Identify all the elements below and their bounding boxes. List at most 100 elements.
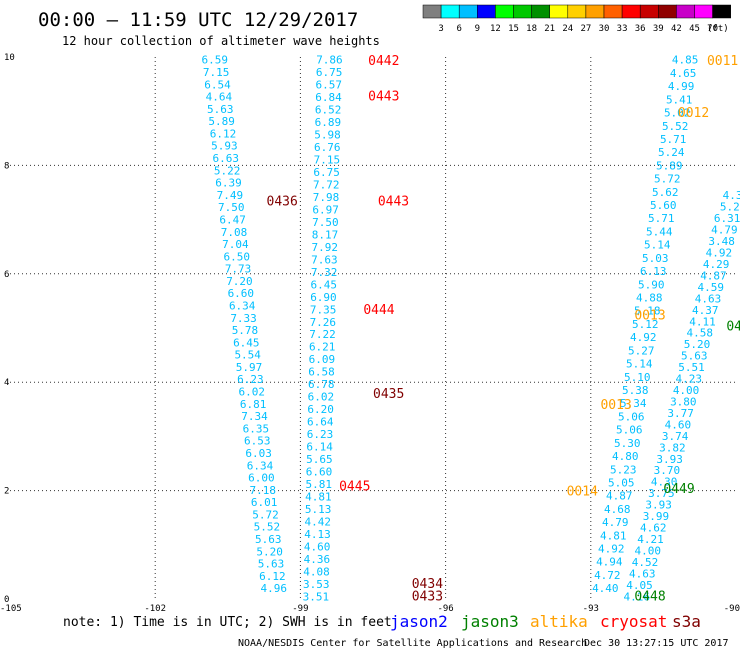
wave-height-value: 7.15: [314, 154, 341, 167]
wave-height-value: 5.27: [628, 344, 655, 357]
wave-height-value: 3.99: [643, 510, 670, 523]
wave-height-value: 3.74: [662, 430, 689, 443]
colorbar-label: 42: [671, 24, 682, 34]
colorbar-label: 30: [599, 24, 610, 34]
wave-height-value: 6.60: [228, 287, 255, 300]
y-axis-ticks: 0 2 4 6 8 10: [4, 53, 15, 605]
wave-height-value: 4.99: [668, 80, 695, 93]
wave-height-value: 4.65: [670, 67, 697, 80]
y-tick-label: 8: [4, 161, 9, 171]
wave-height-value: 6.78: [308, 378, 335, 391]
colorbar-label: 24: [562, 24, 573, 34]
x-tick-label: -96: [437, 604, 453, 614]
pass-time-label: 04: [726, 319, 740, 334]
wave-height-value: 6.50: [223, 250, 250, 263]
wave-height-value: 5.60: [650, 199, 677, 212]
wave-height-value: 5.14: [626, 358, 653, 371]
colorbar-swatch: [531, 4, 550, 19]
wave-height-value: 7.18: [250, 484, 277, 497]
wave-height-value: 8.17: [312, 228, 339, 241]
wave-height-value: 5.13: [305, 503, 332, 516]
x-tick-label: -105: [0, 604, 22, 614]
wave-height-value: 6.20: [307, 403, 334, 416]
wave-height-value: 7.50: [312, 216, 339, 229]
colorbar-swatch: [513, 4, 532, 19]
satellite-legend: jason2 jason3 altika cryosat s3a: [390, 612, 701, 631]
wave-height-value: 5.44: [646, 225, 673, 238]
pass-time-label: 0433: [412, 589, 443, 604]
wave-height-value: 4.92: [706, 247, 733, 260]
wave-height-value: 3.48: [708, 235, 735, 248]
wave-height-value: 7.92: [311, 241, 338, 254]
wave-height-value: 4.13: [304, 528, 331, 541]
y-tick-label: 4: [4, 378, 9, 388]
wave-height-value: 5.63: [255, 533, 282, 546]
wave-height-value: 4.63: [629, 567, 656, 580]
wave-height-value: 5.2: [720, 201, 740, 214]
wave-height-value: 6.39: [215, 177, 242, 190]
colorbar-label: 18: [526, 24, 537, 34]
wave-height-value: 7.98: [313, 191, 340, 204]
wave-height-value: 5.41: [666, 93, 693, 106]
wave-height-value: 4.11: [689, 315, 716, 328]
wave-height-value: 5.14: [644, 239, 671, 252]
y-tick-label: 6: [4, 270, 9, 280]
wave-height-value: 3.80: [670, 395, 697, 408]
grid-lines: [10, 57, 736, 599]
wave-height-value: 5.62: [652, 186, 679, 199]
wave-height-value: 5.52: [254, 521, 281, 534]
wave-height-value: 5.05: [608, 476, 635, 489]
wave-height-value: 5.72: [252, 508, 279, 521]
wave-height-value: 7.33: [230, 312, 257, 325]
footer-timestamp: Dec 30 13:27:15 UTC 2017: [584, 638, 729, 649]
wave-height-value: 6.64: [307, 416, 334, 429]
wave-height-value: 6.59: [201, 54, 228, 67]
wave-height-value: 5.23: [610, 463, 637, 476]
wave-height-value: 7.32: [311, 266, 338, 279]
wave-height-value: 6.60: [306, 466, 333, 479]
wave-height-value: 3.70: [654, 464, 681, 477]
pass-time-label: 0013: [600, 398, 631, 413]
wave-height-value: 6.34: [247, 459, 274, 472]
wave-height-value: 6.90: [310, 291, 337, 304]
wave-height-value: 5.72: [654, 173, 681, 186]
wave-height-value: 6.52: [315, 104, 342, 117]
wave-height-value: 6.58: [308, 366, 335, 379]
pass-time-label: 0013: [634, 309, 665, 324]
colorbar-label: 21: [544, 24, 555, 34]
wave-height-value: 7.86: [316, 54, 343, 67]
wave-height-value: 5.10: [624, 371, 651, 384]
wave-height-value: 6.45: [233, 336, 260, 349]
wave-height-value: 4.88: [636, 292, 663, 305]
colorbar-label: 6: [456, 24, 461, 34]
wave-height-value: 5.78: [232, 324, 259, 337]
x-tick-label: -102: [144, 604, 166, 614]
wave-height-value: 4.52: [632, 556, 659, 569]
wave-height-value: 3.93: [656, 453, 683, 466]
wave-height-value: 7.49: [217, 189, 244, 202]
wave-height-value: 4.81: [305, 490, 332, 503]
x-axis-ticks: -105 -102 -99 -96 -93 -90: [0, 604, 740, 614]
wave-height-value: 7.08: [221, 226, 248, 239]
wave-height-value: 3.51: [303, 590, 330, 603]
wave-height-value: 6.76: [314, 141, 341, 154]
wave-height-value: 5.24: [658, 146, 685, 159]
wave-height-value: 4.68: [604, 503, 631, 516]
wave-height-value: 6.54: [204, 78, 231, 91]
wave-height-value: 4.80: [612, 450, 639, 463]
wave-height-value: 5.02: [664, 107, 691, 120]
wave-height-value: 4.30: [651, 476, 678, 489]
wave-height-value: 3.93: [645, 499, 672, 512]
wave-height-value: 5.06: [618, 410, 645, 423]
wave-height-value: 4.08: [303, 565, 330, 578]
wave-height-value: 4.23: [676, 373, 703, 386]
pass-time-label: 0444: [363, 303, 394, 318]
footer-note: note: 1) Time is in UTC; 2) SWH is in fe…: [63, 615, 392, 630]
x-tick-label: -90: [724, 604, 740, 614]
pass-time-label: 0443: [368, 90, 399, 105]
wave-height-value: 4.64: [206, 91, 233, 104]
colorbar-label: 45: [689, 24, 700, 34]
wave-height-value: 6.31: [714, 212, 740, 225]
colorbar-label: 27: [580, 24, 591, 34]
